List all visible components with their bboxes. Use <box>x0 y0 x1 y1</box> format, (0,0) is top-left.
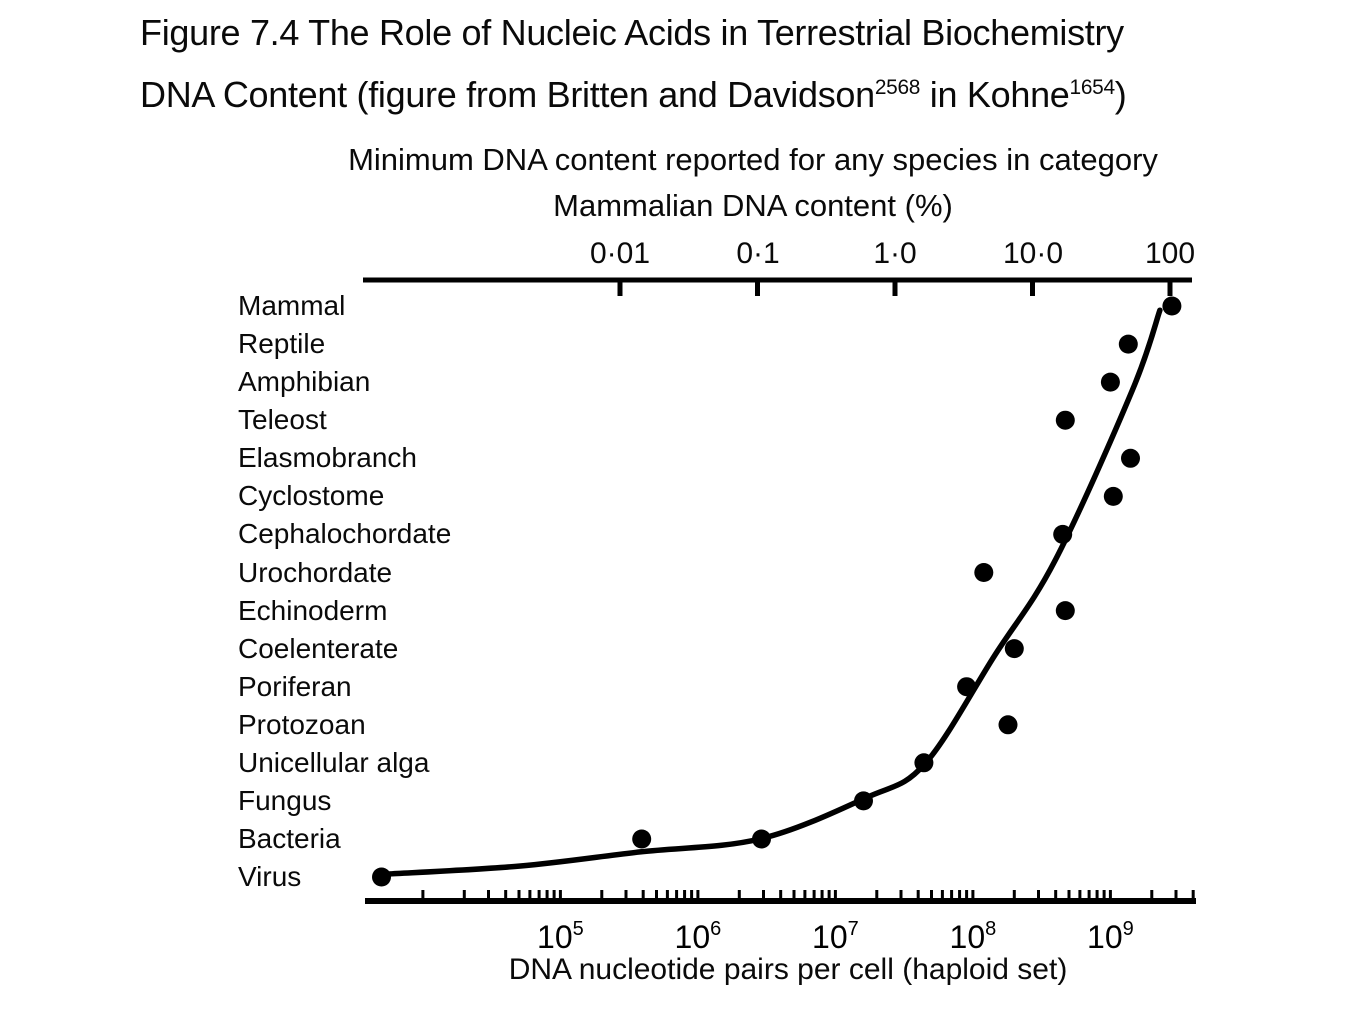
figure-title-line2-text3: ) <box>1114 74 1127 115</box>
category-label-reptile: Reptile <box>238 328 326 359</box>
top-tick-label-100: 100 <box>1144 237 1196 270</box>
data-point-bacteria <box>632 829 652 849</box>
data-point-poriferan <box>957 677 977 697</box>
data-point-reptile <box>1118 334 1138 354</box>
data-point-cyclostome <box>1103 486 1123 506</box>
figure-title-line1: Figure 7.4 The Role of Nucleic Acids in … <box>140 12 1124 53</box>
figure-title-line2-text2: in Kohne <box>920 74 1070 115</box>
category-label-mammal: Mammal <box>238 290 346 321</box>
data-point-teleost <box>1055 410 1075 430</box>
top-axis-title: Mammalian DNA content (%) <box>553 188 953 223</box>
top-tick-label-0-1: 0·1 <box>736 237 780 270</box>
category-label-urochordate: Urochordate <box>238 557 393 588</box>
category-label-echinoderm: Echinoderm <box>238 595 388 626</box>
data-point-elasmobranch <box>1121 448 1140 468</box>
top-tick-label-1-0: 1·0 <box>873 237 917 270</box>
category-label-elasmobranch: Elasmobranch <box>238 442 417 473</box>
category-label-unicellular-alga: Unicellular alga <box>238 747 430 778</box>
data-point-fungus <box>854 791 873 811</box>
data-point-coelenterate <box>1004 639 1024 659</box>
category-label-virus: Virus <box>238 861 302 892</box>
top-tick-label-0-01: 0·01 <box>589 237 651 270</box>
data-point-cephalochordate <box>1053 524 1073 544</box>
data-point-urochordate <box>974 563 994 582</box>
category-label-teleost: Teleost <box>238 404 327 435</box>
data-point-virus <box>372 867 391 887</box>
data-point-echinoderm <box>1055 601 1075 621</box>
category-label-cyclostome: Cyclostome <box>238 480 385 511</box>
bottom-axis-tick-label: 105 <box>537 918 584 955</box>
trend-curve <box>385 307 1163 877</box>
category-label-cephalochordate: Cephalochordate <box>238 518 452 549</box>
category-label-protozoan: Protozoan <box>238 709 366 740</box>
category-label-coelenterate: Coelenterate <box>238 633 399 664</box>
bottom-axis-tick-label: 109 <box>1087 918 1134 955</box>
category-label-poriferan: Poriferan <box>238 671 352 702</box>
bottom-axis-tick-label: 107 <box>812 918 859 955</box>
data-point-mammal <box>1162 296 1182 316</box>
data-point-protozoan <box>998 715 1018 735</box>
bottom-axis-tick-label: 108 <box>950 918 997 955</box>
category-label-fungus: Fungus <box>238 785 332 816</box>
category-label-bacteria: Bacteria <box>238 823 341 854</box>
figure-title-line2: DNA Content (figure from Britten and Dav… <box>140 74 1127 116</box>
citation-superscript: 2568 <box>874 76 921 99</box>
data-point-bacteria <box>752 829 771 849</box>
data-point-unicellular-alga <box>914 753 934 773</box>
data-point-amphibian <box>1100 372 1120 392</box>
category-label-amphibian: Amphibian <box>238 366 371 397</box>
top-tick-label-10-0: 10·0 <box>1002 237 1064 270</box>
citation-superscript-2: 1654 <box>1069 76 1116 99</box>
bottom-axis-title: DNA nucleotide pairs per cell (haploid s… <box>508 953 1068 986</box>
chart-subtitle: Minimum DNA content reported for any spe… <box>348 142 1158 177</box>
figure-title-line2-text: DNA Content (figure from Britten and Dav… <box>140 74 875 115</box>
bottom-axis-tick-label: 106 <box>675 918 722 955</box>
